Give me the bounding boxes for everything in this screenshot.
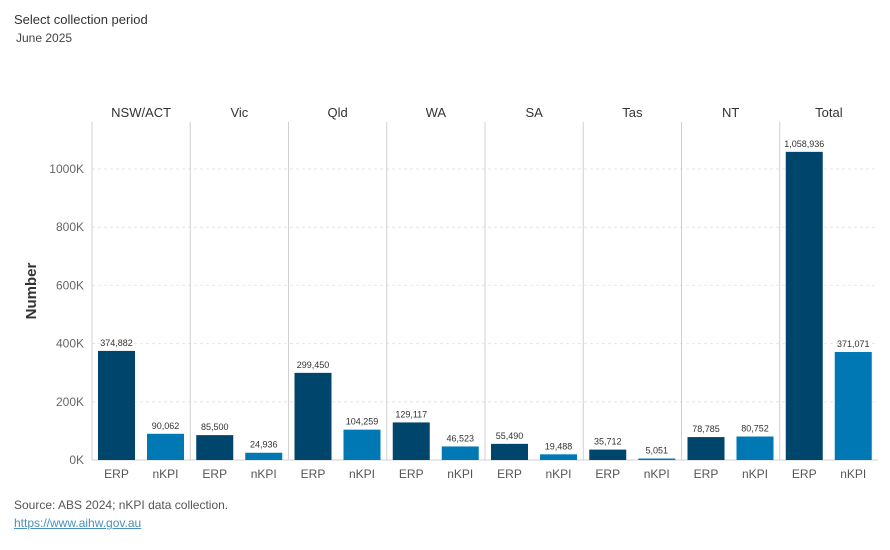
- data-label: 46,523: [446, 433, 474, 443]
- data-label: 5,051: [645, 446, 668, 456]
- data-label: 90,062: [152, 421, 180, 431]
- bar-erp: [294, 372, 332, 460]
- x-tick-label: nKPI: [644, 467, 670, 481]
- data-label: 55,490: [496, 431, 524, 441]
- data-label: 80,752: [741, 424, 769, 434]
- footer: Source: ABS 2024; nKPI data collection. …: [14, 498, 228, 530]
- y-tick-label: 0K: [69, 453, 84, 467]
- x-tick-label: nKPI: [840, 467, 866, 481]
- data-label: 24,936: [250, 440, 278, 450]
- bar-nkpi: [245, 452, 283, 460]
- data-label: 85,500: [201, 422, 229, 432]
- panel-title: Vic: [230, 105, 248, 120]
- panel-title: NT: [722, 105, 739, 120]
- bar-erp: [589, 449, 627, 460]
- x-tick-label: ERP: [301, 467, 326, 481]
- panel-title: SA: [525, 105, 543, 120]
- y-tick-label: 400K: [56, 337, 84, 351]
- data-label: 35,712: [594, 437, 622, 447]
- bar-erp: [392, 422, 430, 460]
- x-tick-label: nKPI: [251, 467, 277, 481]
- x-tick-label: ERP: [497, 467, 522, 481]
- bar-nkpi: [638, 458, 676, 460]
- bar-nkpi: [834, 352, 872, 460]
- x-tick-label: ERP: [595, 467, 620, 481]
- bar-nkpi: [540, 454, 577, 460]
- collection-period-filter[interactable]: Select collection period June 2025: [14, 12, 148, 45]
- data-label: 19,488: [545, 441, 573, 451]
- y-axis-title: Number: [23, 263, 40, 320]
- x-tick-label: ERP: [202, 467, 227, 481]
- y-tick-label: 800K: [56, 220, 84, 234]
- panel-title: Qld: [328, 105, 348, 120]
- panel-title: NSW/ACT: [111, 105, 171, 120]
- x-tick-label: ERP: [399, 467, 424, 481]
- x-tick-label: ERP: [792, 467, 817, 481]
- data-label: 371,071: [837, 339, 870, 349]
- source-note: Source: ABS 2024; nKPI data collection.: [14, 498, 229, 512]
- panel-title: WA: [426, 105, 447, 120]
- y-tick-label: 200K: [56, 395, 84, 409]
- bar-erp: [687, 437, 725, 460]
- bar-nkpi: [343, 429, 381, 460]
- x-tick-label: nKPI: [447, 467, 473, 481]
- x-tick-label: nKPI: [152, 467, 178, 481]
- x-tick-label: nKPI: [349, 467, 375, 481]
- data-label: 129,117: [395, 409, 427, 419]
- panel-title: Total: [815, 105, 843, 120]
- panel-title: Tas: [622, 105, 643, 120]
- data-label: 104,259: [346, 417, 379, 427]
- data-label: 78,785: [692, 424, 720, 434]
- bar-nkpi: [147, 433, 184, 460]
- filter-label: Select collection period: [14, 12, 148, 27]
- bar-erp: [196, 435, 234, 460]
- bar-erp: [98, 350, 135, 460]
- data-label: 299,450: [297, 360, 330, 370]
- data-label: 1,058,936: [784, 139, 824, 149]
- bar-nkpi: [441, 446, 479, 460]
- bar-erp: [785, 151, 823, 461]
- data-label: 374,882: [100, 338, 133, 348]
- bar-erp: [491, 443, 528, 460]
- x-tick-label: ERP: [104, 467, 129, 481]
- y-tick-label: 600K: [56, 278, 84, 292]
- aihw-link[interactable]: https://www.aihw.gov.au: [14, 516, 142, 530]
- x-tick-label: nKPI: [742, 467, 768, 481]
- x-tick-label: ERP: [694, 467, 719, 481]
- bar-nkpi: [736, 436, 774, 460]
- x-tick-label: nKPI: [545, 467, 571, 481]
- y-tick-label: 1000K: [49, 162, 84, 176]
- filter-value[interactable]: June 2025: [16, 31, 73, 45]
